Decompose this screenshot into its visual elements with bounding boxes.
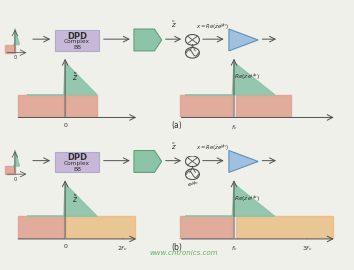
Text: $\tilde{z}$: $\tilde{z}$ <box>171 141 176 152</box>
Text: $e^{j\phi_c}$: $e^{j\phi_c}$ <box>187 179 199 188</box>
Text: $\tilde{z}$: $\tilde{z}$ <box>72 72 78 83</box>
Polygon shape <box>13 150 19 166</box>
Polygon shape <box>18 95 64 117</box>
Polygon shape <box>13 28 19 45</box>
Text: $\tilde{z}$: $\tilde{z}$ <box>72 193 78 205</box>
Polygon shape <box>5 45 15 53</box>
Text: Complex
BB: Complex BB <box>64 161 90 172</box>
Polygon shape <box>67 216 135 239</box>
Text: 0: 0 <box>63 123 67 128</box>
FancyBboxPatch shape <box>55 30 99 51</box>
Polygon shape <box>185 62 275 95</box>
Polygon shape <box>229 29 258 51</box>
FancyBboxPatch shape <box>55 151 99 173</box>
Text: $\tilde{z}$: $\tilde{z}$ <box>171 20 176 30</box>
Text: $2f_c$: $2f_c$ <box>117 244 128 253</box>
Polygon shape <box>236 216 333 239</box>
Polygon shape <box>180 216 232 239</box>
Polygon shape <box>180 95 232 117</box>
Text: 0: 0 <box>13 177 17 182</box>
Text: $x=Re(\tilde{z}e^{j\phi_c})$: $x=Re(\tilde{z}e^{j\phi_c})$ <box>196 21 230 32</box>
Text: DPD: DPD <box>67 32 87 40</box>
Text: $Re(\tilde{z}e^{j\phi_c})$: $Re(\tilde{z}e^{j\phi_c})$ <box>234 72 260 82</box>
Polygon shape <box>236 95 291 117</box>
Polygon shape <box>67 95 97 117</box>
Text: 0: 0 <box>13 55 17 60</box>
Polygon shape <box>134 29 162 51</box>
Text: $f_c$: $f_c$ <box>231 244 237 253</box>
Polygon shape <box>185 184 275 216</box>
Polygon shape <box>18 216 64 239</box>
Text: www.cntronics.com: www.cntronics.com <box>150 250 218 256</box>
Text: $3f_c$: $3f_c$ <box>302 244 313 253</box>
Polygon shape <box>27 184 97 216</box>
Polygon shape <box>5 166 15 174</box>
Text: $x=Re(\tilde{z}e^{j\phi_c})$: $x=Re(\tilde{z}e^{j\phi_c})$ <box>196 143 230 153</box>
Polygon shape <box>229 150 258 172</box>
Text: (a): (a) <box>172 121 182 130</box>
Text: 0: 0 <box>63 244 67 249</box>
Text: DPD: DPD <box>67 153 87 162</box>
Text: Complex
BB: Complex BB <box>64 39 90 50</box>
Text: $Re(\tilde{z}e^{j\phi_c})$: $Re(\tilde{z}e^{j\phi_c})$ <box>234 194 260 204</box>
Polygon shape <box>27 62 97 95</box>
Text: (b): (b) <box>172 242 182 252</box>
Polygon shape <box>134 150 162 172</box>
Text: $f_c$: $f_c$ <box>231 123 237 131</box>
